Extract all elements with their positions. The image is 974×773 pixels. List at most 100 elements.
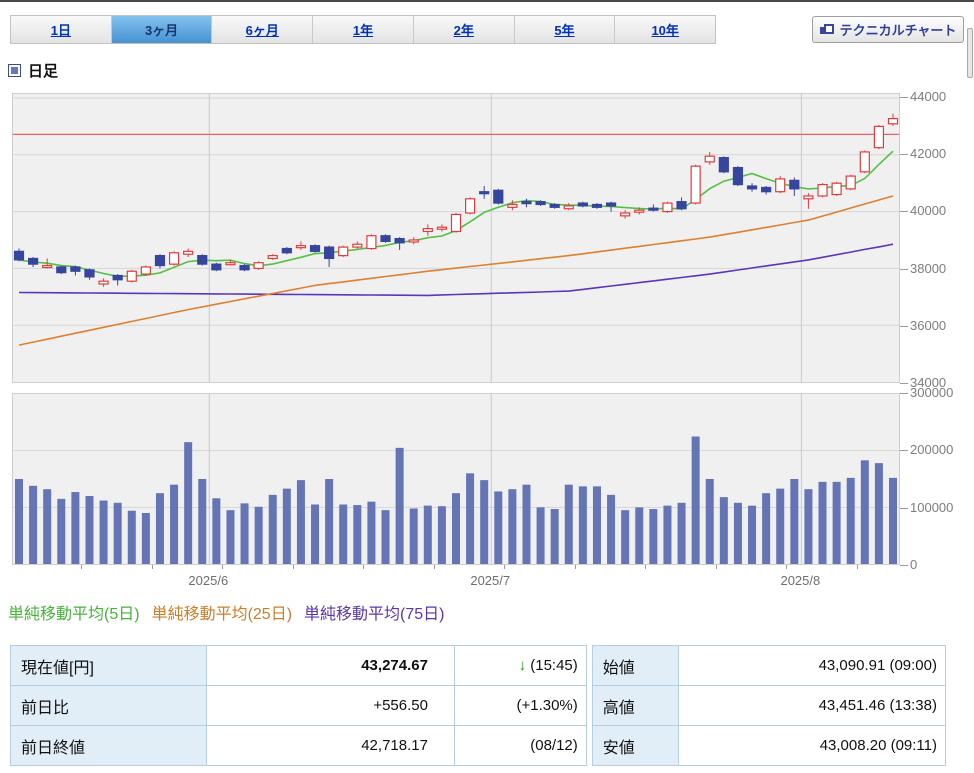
candle-up	[859, 151, 870, 173]
volume-bar	[508, 489, 517, 564]
volume-bar	[762, 493, 771, 564]
candle-up	[817, 184, 828, 197]
volume-axis-0-tick	[900, 565, 908, 566]
day-change-value: +556.50	[206, 685, 455, 726]
candle-down	[84, 269, 95, 278]
candle-up	[775, 178, 786, 193]
tab-10years-label: 10年	[651, 23, 679, 38]
volume-bar	[395, 447, 404, 564]
table-row: 安値 43,008.20 (09:11)	[591, 725, 947, 766]
candle-up	[662, 202, 673, 213]
bullet-square-icon	[8, 64, 21, 77]
tab-6months-label: 6ヶ月	[245, 23, 279, 38]
volume-bar	[99, 500, 108, 564]
volume-bar	[466, 473, 475, 564]
candle-down	[281, 247, 292, 254]
tab-1day[interactable]: 1日	[11, 16, 112, 43]
tab-6months[interactable]: 6ヶ月	[212, 16, 314, 43]
ma75-line	[18, 243, 894, 297]
candle-up	[690, 165, 701, 204]
volume-bar	[832, 481, 841, 564]
candle-up	[450, 213, 462, 233]
candle-down	[605, 202, 617, 207]
technical-chart-button[interactable]: テクニカルチャート	[812, 16, 964, 43]
candle-down	[56, 266, 67, 274]
volume-axis-100000: 100000	[910, 499, 954, 515]
volume-bar	[353, 505, 362, 564]
volume-bar	[423, 505, 432, 564]
candle-down	[394, 237, 405, 244]
candle-down	[789, 179, 800, 190]
candle-up	[168, 252, 180, 265]
x-minor-tick	[433, 565, 435, 569]
volume-svg	[13, 394, 899, 564]
candle-down	[211, 263, 222, 271]
down-arrow-icon: ↓	[518, 657, 527, 674]
candle-up	[352, 243, 363, 248]
candle-down	[577, 202, 588, 207]
volume-bar	[522, 484, 531, 564]
candle-down	[761, 186, 772, 193]
volume-bar	[536, 507, 545, 564]
volume-bar	[184, 442, 193, 564]
candle-down	[27, 257, 39, 265]
top-divider	[0, 0, 974, 2]
volume-axis-0: 0	[910, 557, 918, 572]
candle-down	[746, 185, 758, 190]
technical-chart-button-label: テクニカルチャート	[839, 23, 957, 38]
scrollbar-thumb[interactable]	[967, 28, 973, 78]
x-minor-tick	[715, 565, 717, 569]
open-label: 始値	[591, 645, 679, 686]
volume-bar	[296, 480, 305, 564]
candle-down	[521, 201, 532, 205]
volume-bar	[155, 493, 164, 564]
tab-2years[interactable]: 2年	[414, 16, 515, 43]
volume-bar	[268, 494, 277, 564]
volume-bar	[564, 484, 573, 564]
volume-bars	[15, 436, 897, 564]
open-value: 43,090.91 (09:00)	[677, 645, 947, 686]
candle-down	[324, 246, 335, 260]
ma25-line	[18, 195, 894, 346]
volume-bar	[226, 510, 235, 564]
chart-type-label: 日足	[28, 63, 59, 80]
candle-up	[126, 270, 137, 282]
quote-table-right: 始値 43,090.91 (09:00) 高値 43,451.46 (13:38…	[591, 645, 947, 766]
tab-3months-label: 3ヶ月	[144, 23, 179, 38]
tab-5years[interactable]: 5年	[515, 16, 616, 43]
x-minor-tick	[81, 565, 83, 569]
volume-bar	[818, 481, 827, 564]
volume-bar	[198, 479, 207, 564]
volume-bar	[705, 479, 714, 564]
volume-bar	[240, 503, 249, 564]
volume-bar	[339, 504, 348, 564]
day-change-label: 前日比	[9, 685, 208, 726]
volume-bar	[578, 486, 587, 564]
candle-up	[620, 212, 631, 217]
tab-10years[interactable]: 10年	[615, 16, 715, 43]
volume-bar	[212, 498, 221, 564]
tab-1year[interactable]: 1年	[313, 16, 414, 43]
x-minor-tick	[504, 565, 506, 569]
price-axis-44000: 44000	[910, 89, 947, 104]
candle-up	[436, 226, 448, 230]
volume-bar	[282, 488, 291, 564]
volume-bar	[325, 479, 334, 564]
x-minor-tick	[363, 565, 365, 569]
volume-bar	[748, 505, 757, 564]
price-axis-42000: 42000	[910, 146, 947, 162]
table-row: 前日終値 42,718.17 (08/12)	[9, 725, 587, 766]
candle-up	[422, 228, 433, 233]
x-minor-tick	[786, 565, 788, 569]
day-change-percent: (+1.30%)	[453, 685, 587, 726]
low-value: 43,008.20 (09:11)	[677, 725, 947, 766]
tab-1year-label: 1年	[352, 23, 374, 38]
tab-3months[interactable]: 3ヶ月	[111, 16, 213, 43]
price-axis-40000-tick	[900, 211, 908, 213]
x-minor-tick	[856, 565, 858, 569]
high-label: 高値	[591, 685, 679, 726]
volume-axis-100000-tick	[900, 507, 908, 509]
candle-down	[493, 189, 504, 204]
x-minor-tick	[645, 565, 647, 569]
candle-up	[803, 195, 814, 200]
